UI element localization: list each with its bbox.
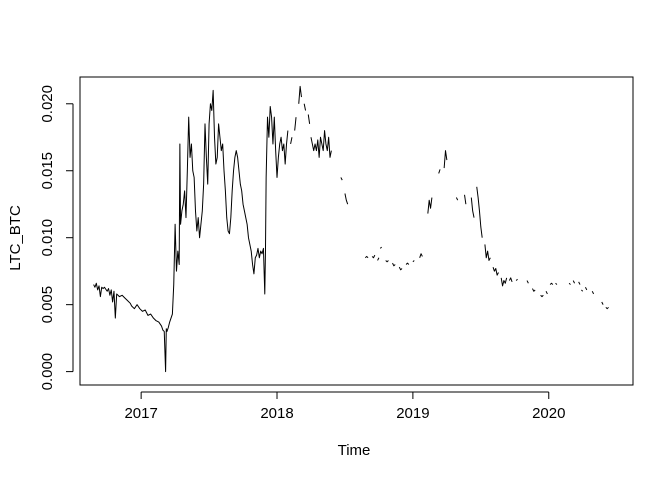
y-axis: 0.000 0.005 0.010 0.015 0.020 xyxy=(39,85,74,391)
series-line-segment xyxy=(303,103,307,111)
x-tick-label: 2017 xyxy=(124,405,157,422)
x-axis-label: Time xyxy=(338,442,371,459)
y-tick-label: 0.005 xyxy=(39,286,56,324)
series-line-segment xyxy=(310,130,332,158)
series-layer xyxy=(93,85,609,373)
series-line-segment xyxy=(515,278,518,281)
series-line-segment xyxy=(377,257,380,261)
series-line-segment xyxy=(568,282,571,285)
series-line-segment xyxy=(605,306,609,310)
series-line-segment xyxy=(584,287,588,291)
series-line-segment xyxy=(500,277,508,287)
series-line-segment xyxy=(492,266,499,276)
series-line-segment xyxy=(540,294,544,298)
series-line-segment xyxy=(591,291,595,295)
series-line-segment xyxy=(549,282,554,285)
series-line-segment xyxy=(526,280,529,284)
series-line-segment xyxy=(385,260,389,263)
series-line-segment xyxy=(443,150,448,169)
x-tick-label: 2020 xyxy=(532,405,565,422)
series-line-segment xyxy=(307,114,311,124)
series-line-segment xyxy=(545,291,548,295)
series-line-segment xyxy=(438,169,441,174)
series-line-segment xyxy=(455,197,459,201)
series-line-segment xyxy=(427,197,433,214)
series-line-segment xyxy=(290,137,293,145)
series-line-segment xyxy=(464,194,467,205)
y-axis-label: LTC_BTC xyxy=(7,205,24,271)
series-line-segment xyxy=(93,89,289,373)
series-line-segment xyxy=(581,289,584,292)
series-line-segment xyxy=(298,85,302,104)
plot-area-border xyxy=(79,76,634,386)
series-line-segment xyxy=(508,277,513,283)
x-tick-label: 2018 xyxy=(260,405,293,422)
y-tick-label: 0.010 xyxy=(39,219,56,257)
series-line-segment xyxy=(379,246,382,249)
series-line-segment xyxy=(532,288,536,292)
series-line-segment xyxy=(412,260,415,263)
series-line-segment xyxy=(398,266,403,271)
y-tick-label: 0.020 xyxy=(39,85,56,123)
series-line-segment xyxy=(476,186,483,238)
series-line-segment xyxy=(371,254,376,259)
y-tick-label: 0.000 xyxy=(39,353,56,391)
series-line-segment xyxy=(555,282,558,285)
x-axis: 2017 2018 2019 2020 xyxy=(124,391,565,422)
series-line-segment xyxy=(344,193,349,205)
y-tick-label: 0.015 xyxy=(39,152,56,190)
series-line-segment xyxy=(601,301,604,305)
series-line-segment xyxy=(484,244,491,261)
x-tick-label: 2019 xyxy=(396,405,429,422)
series-line-segment xyxy=(578,281,581,285)
series-line-segment xyxy=(572,280,576,284)
series-line-segment xyxy=(392,262,396,267)
series-line-segment xyxy=(364,255,369,259)
series-line-segment xyxy=(419,253,423,258)
series-line-segment xyxy=(340,177,343,181)
series-line-segment xyxy=(470,197,475,218)
series-line-segment xyxy=(294,117,297,131)
series-line-segment xyxy=(405,262,410,265)
